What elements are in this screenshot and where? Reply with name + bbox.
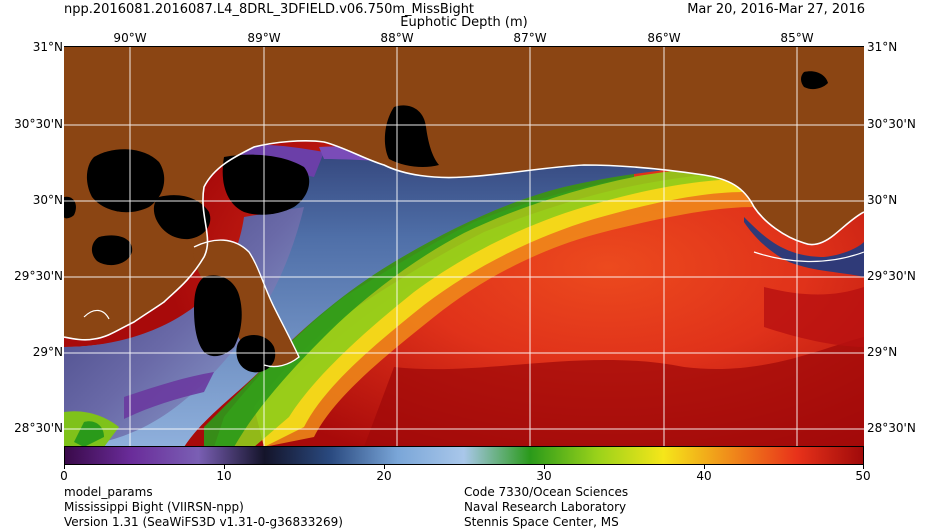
lat-label-left-29n: 29°N (32, 345, 63, 359)
lat-label-left-30-30n: 30°30'N (14, 117, 63, 131)
lon-label-90w: 90°W (113, 31, 147, 45)
lon-label-87w: 87°W (513, 31, 547, 45)
footer-lab: Naval Research Laboratory (464, 500, 627, 514)
lat-label-left-28-30n: 28°30'N (14, 421, 63, 435)
colorbar-tick-30: 30 (536, 469, 552, 483)
footer-left: model_params Mississippi Bight (VIIRSN-n… (64, 485, 343, 530)
lake-pontchartrain (86, 149, 165, 213)
colorbar (64, 446, 864, 465)
lat-label-right-31n: 31°N (867, 40, 898, 54)
lon-label-86w: 86°W (647, 31, 681, 45)
lat-label-right-29-30n: 29°30'N (867, 269, 916, 283)
footer-location: Stennis Space Center, MS (464, 515, 619, 529)
colorbar-tick-10: 10 (216, 469, 232, 483)
lat-label-right-28-30n: 28°30'N (867, 421, 916, 435)
product-title: npp.2016081.2016087.L4_8DRL_3DFIELD.v06.… (64, 2, 475, 17)
lon-label-85w: 85°W (780, 31, 814, 45)
map-title: Euphotic Depth (m) (400, 15, 528, 30)
lat-label-right-30n: 30°N (867, 193, 898, 207)
lat-label-right-29n: 29°N (867, 345, 898, 359)
lat-label-left-29-30n: 29°30'N (14, 269, 63, 283)
footer-params: model_params (64, 485, 153, 499)
colorbar-tick-50: 50 (855, 469, 871, 483)
graticule (64, 47, 864, 447)
colorbar-tick-0: 0 (60, 469, 68, 483)
footer-right: Code 7330/Ocean Sciences Naval Research … (464, 485, 628, 530)
footer-code: Code 7330/Ocean Sciences (464, 485, 629, 499)
map-raster (64, 47, 864, 447)
date-range: Mar 20, 2016-Mar 27, 2016 (687, 2, 865, 17)
lat-label-left-30n: 30°N (32, 193, 63, 207)
lon-label-89w: 89°W (247, 31, 281, 45)
footer-region: Mississippi Bight (VIIRSN-npp) (64, 500, 244, 514)
colorbar-tick-40: 40 (696, 469, 712, 483)
lon-label-88w: 88°W (380, 31, 414, 45)
euphotic-depth-map (64, 46, 864, 447)
lat-label-left-31n: 31°N (32, 40, 63, 54)
footer-version: Version 1.31 (SeaWiFS3D v1.31-0-g3683326… (64, 515, 343, 529)
lat-label-right-30-30n: 30°30'N (867, 117, 916, 131)
mobile-bay (384, 105, 439, 167)
colorbar-tick-20: 20 (376, 469, 392, 483)
coastline (64, 140, 864, 341)
